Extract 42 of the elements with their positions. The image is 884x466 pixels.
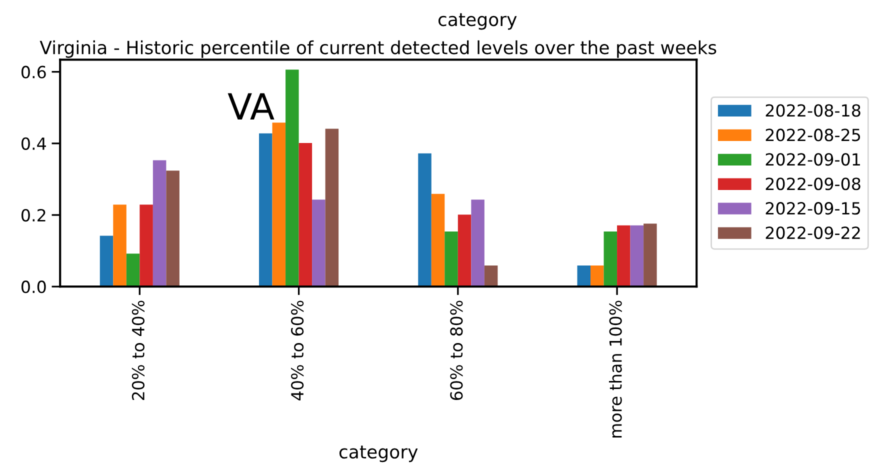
bar xyxy=(298,143,312,287)
bar xyxy=(325,128,339,287)
bar xyxy=(484,265,498,287)
bar xyxy=(458,214,472,287)
bar xyxy=(140,204,153,287)
bar xyxy=(259,133,272,287)
x-tick-label: 40% to 60% xyxy=(291,300,304,400)
legend-label: 2022-09-08 xyxy=(766,178,860,190)
chart-title: Virginia - Historic percentile of current detected levels over the past weeks xyxy=(40,40,716,58)
bar xyxy=(312,200,326,287)
text: category xyxy=(438,13,517,30)
bar xyxy=(577,265,591,287)
x-axis-title: category xyxy=(339,446,418,462)
annotation: VA xyxy=(228,93,274,120)
bar xyxy=(126,254,140,287)
x-tick-label: 20% to 40% xyxy=(132,300,145,400)
x-tick-label: more than 100% xyxy=(608,300,622,438)
bar xyxy=(100,236,114,287)
y-tick-label: 0.0 xyxy=(22,280,46,294)
y-tick-label: 0.6 xyxy=(22,66,46,78)
y-tick-label: 0.2 xyxy=(22,208,46,222)
legend-label: 2022-09-01 xyxy=(766,153,860,166)
bar xyxy=(418,153,432,287)
bar xyxy=(644,224,657,287)
x-tick-label: 60% to 80% xyxy=(450,300,463,400)
bar xyxy=(444,231,458,287)
legend-label: 2022-09-15 xyxy=(766,202,860,215)
legend-label: 2022-08-25 xyxy=(766,128,860,142)
bar xyxy=(617,225,630,287)
bar xyxy=(590,265,604,287)
bar xyxy=(286,70,299,287)
legend-label: 2022-09-22 xyxy=(766,226,860,240)
bar xyxy=(471,200,484,287)
bar xyxy=(431,194,445,287)
bar xyxy=(152,160,166,287)
bar xyxy=(113,204,126,287)
bar xyxy=(272,122,286,287)
legend-label: 2022-08-18 xyxy=(766,104,860,117)
bar xyxy=(166,170,180,287)
bar xyxy=(604,231,618,287)
bar xyxy=(630,225,644,287)
y-tick-label: 0.4 xyxy=(22,137,46,150)
